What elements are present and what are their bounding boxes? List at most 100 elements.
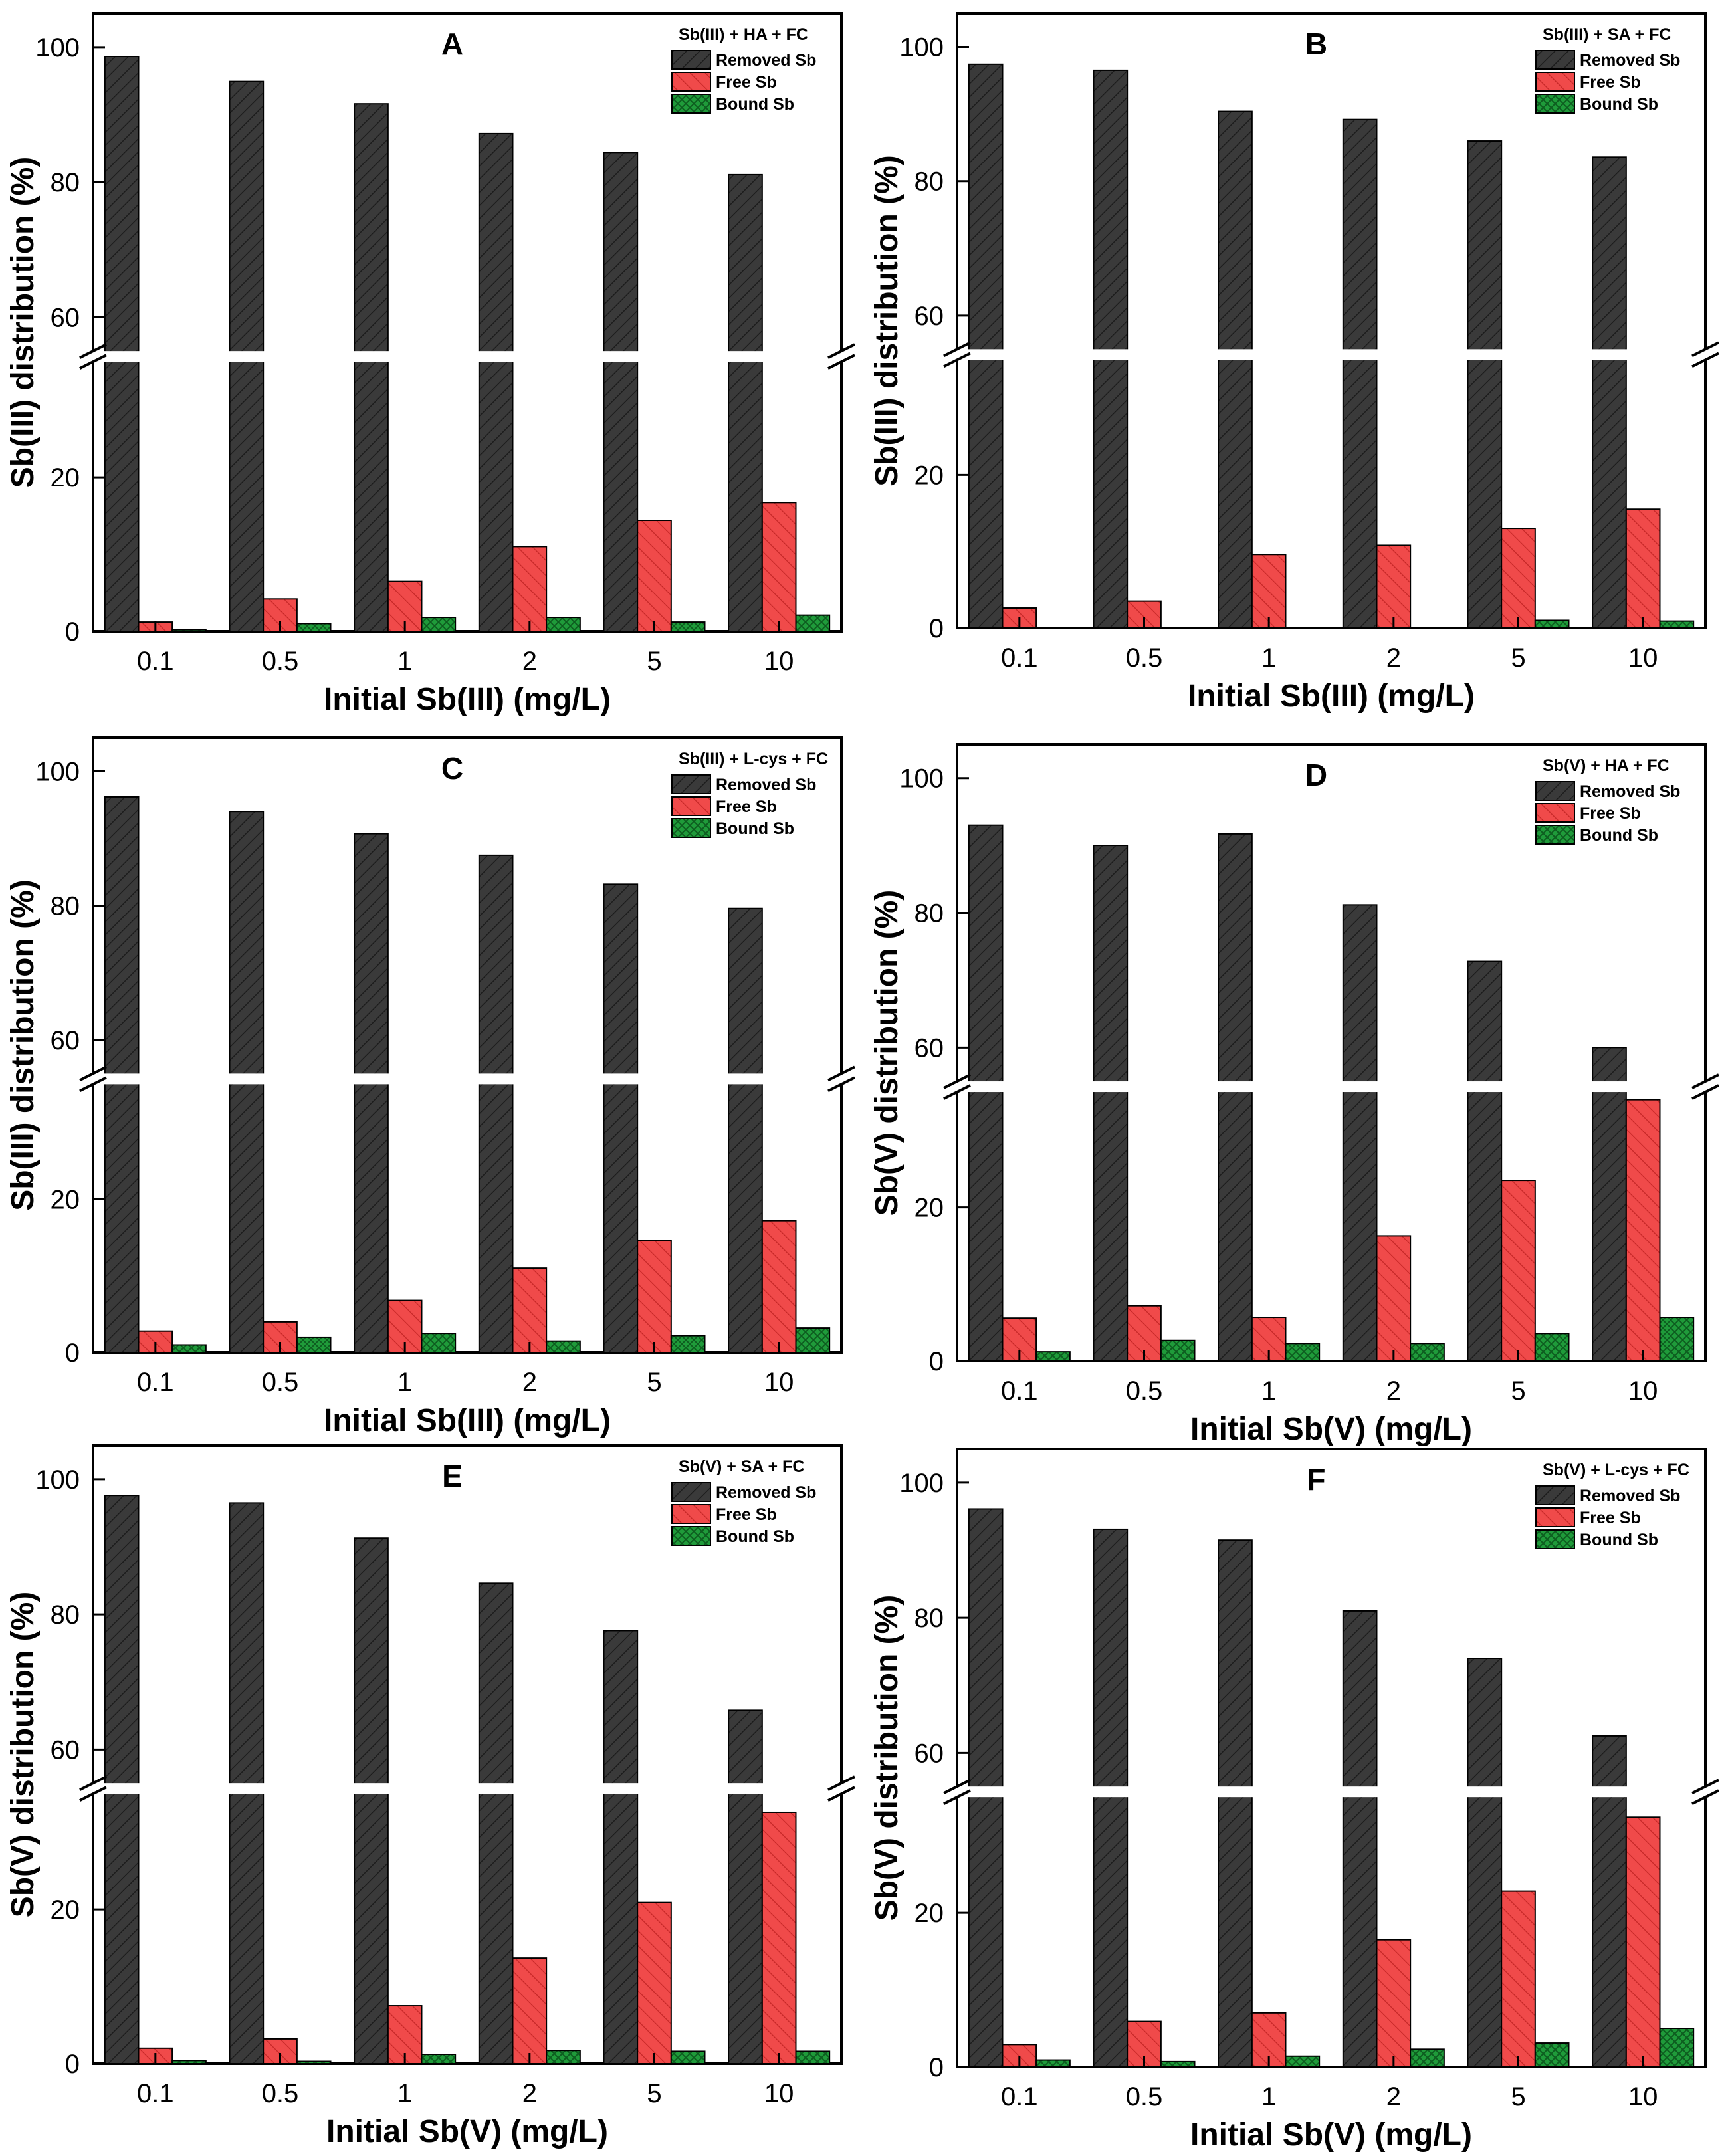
y-tick-label-b-100: 100 [899,33,944,62]
y-axis-label-f: Sb(V) distribution (%) [869,1595,905,1921]
panel-letter-d: D [1305,758,1327,792]
legend-title-f: Sb(V) + L-cys + FC [1543,1461,1689,1479]
legend-label-b-free: Free Sb [1580,73,1641,92]
legend-swatch-a-free [671,72,711,92]
panel-f: 0 20 60 80 100 0.1 0.5 1 2 5 10 F Initial Sb(V) (mg/… [869,1448,1719,2153]
x-tick-label-e-3: 2 [522,2079,537,2108]
axis-break-mark-f-right [1691,1779,1719,1794]
panel-letter-b: B [1305,27,1327,61]
x-axis-label-a: Initial Sb(III) (mg/L) [324,682,611,717]
x-tick-label-f-5: 10 [1628,2082,1658,2111]
legend-b: Sb(III) + SA + FC Removed Sb Free Sb Bound … [1535,25,1680,114]
bar-c-free-4 [637,1240,672,1354]
x-tick-label-f-0: 0.1 [1001,2082,1038,2111]
x-tick-label-b-2: 1 [1261,643,1276,673]
panel-e-axis-break-gap [90,1783,844,1794]
bar-c-removed-3 [478,854,514,1353]
y-tick-label-f-20: 20 [915,1899,944,1928]
bar-b-removed-2 [1218,110,1253,629]
y-tick-label-f-80: 80 [915,1604,944,1633]
y-tick-label-b-0: 0 [929,614,944,643]
axis-break-mark-f-left [943,1779,971,1794]
bar-f-bound-4 [1534,2042,1570,2068]
bar-a-bound-3 [546,617,581,632]
bar-f-removed-5 [1592,1735,1627,2068]
x-tick-label-b-0: 0.1 [1001,643,1038,673]
x-tick-label-c-3: 2 [522,1368,537,1397]
bar-f-bound-5 [1659,2028,1695,2068]
bar-a-removed-4 [603,152,639,633]
bar-b-free-4 [1501,528,1536,629]
bar-b-free-3 [1376,544,1412,629]
y-tick-label-b-60: 60 [915,302,944,331]
panel-c-frame [92,736,843,1354]
axis-break-mark-e-right [827,1786,855,1802]
bar-d-free-4 [1501,1180,1536,1362]
y-axis-label-e: Sb(V) distribution (%) [5,1592,41,1918]
legend-title-e: Sb(V) + SA + FC [679,1457,804,1476]
legend-e: Sb(V) + SA + FC Removed Sb Free Sb Bound Sb [671,1457,816,1546]
x-tick-label-e-2: 1 [397,2079,412,2108]
y-tick-label-e-100: 100 [35,1465,80,1495]
legend-label-a-free: Free Sb [716,73,777,92]
x-axis-label-b: Initial Sb(III) (mg/L) [1188,679,1475,714]
bar-f-removed-1 [1093,1528,1129,2068]
panel-a: 0 20 60 80 100 0.1 0.5 1 2 5 10 A Initial Sb(III) (m… [5,12,855,717]
legend-a: Sb(III) + HA + FC Removed Sb Free Sb Bound … [671,25,816,114]
legend-swatch-d-removed [1535,781,1575,801]
x-tick-label-a-1: 0.5 [262,647,299,676]
axis-break-mark-b-right [1691,352,1719,368]
bar-b-removed-0 [968,63,1004,629]
bar-c-removed-5 [728,907,763,1353]
y-tick-label-e-80: 80 [51,1600,80,1630]
y-tick-label-b-20: 20 [915,461,944,490]
axis-break-mark-f-left [943,1789,971,1805]
bar-e-bound-3 [546,2050,581,2065]
bar-f-removed-4 [1467,1658,1503,2068]
legend-swatch-a-bound [671,94,711,114]
panel-e: 0 20 60 80 100 0.1 0.5 1 2 5 10 E Initial Sb(V) (mg/… [5,1444,855,2149]
legend-label-c-removed: Removed Sb [716,776,816,794]
bar-c-free-5 [761,1220,797,1353]
axis-break-mark-e-right [827,1775,855,1791]
panel-b-axis-break-gap [954,349,1708,360]
bar-f-removed-3 [1342,1610,1378,2068]
legend-d: Sb(V) + HA + FC Removed Sb Free Sb Bound Sb [1535,756,1680,845]
bar-d-bound-5 [1659,1317,1695,1362]
bar-c-bound-4 [670,1335,706,1353]
x-tick-label-a-0: 0.1 [137,647,174,676]
bar-f-bound-2 [1285,2055,1321,2068]
y-tick-label-c-80: 80 [51,892,80,921]
legend-label-a-bound: Bound Sb [716,95,794,114]
x-axis-label-f: Initial Sb(V) (mg/L) [1190,2117,1472,2153]
panel-a-frame [92,12,843,633]
bar-e-removed-2 [354,1537,389,2065]
axis-break-mark-a-left [79,354,107,370]
y-tick-label-a-60: 60 [51,303,80,332]
x-axis-label-d: Initial Sb(V) (mg/L) [1190,1412,1472,1447]
y-axis-label-a: Sb(III) distribution (%) [5,157,41,488]
legend-f: Sb(V) + L-cys + FC Removed Sb Free Sb Bound… [1535,1461,1689,1549]
legend-label-b-bound: Bound Sb [1580,95,1658,114]
y-tick-label-a-80: 80 [51,168,80,197]
axis-break-mark-d-right [1691,1084,1719,1100]
x-tick-label-d-5: 10 [1628,1376,1658,1406]
x-tick-label-a-5: 10 [764,647,794,676]
bar-c-bound-1 [296,1336,332,1353]
bar-d-bound-1 [1160,1339,1196,1362]
bar-d-removed-3 [1342,904,1378,1362]
y-tick-label-e-20: 20 [51,1895,80,1925]
panel-e-frame [92,1444,843,2065]
bar-b-removed-5 [1592,156,1627,629]
legend-swatch-f-free [1535,1507,1575,1527]
bar-e-removed-3 [478,1582,514,2064]
bar-d-bound-3 [1410,1343,1445,1362]
bar-b-removed-4 [1467,140,1503,629]
legend-swatch-c-removed [671,774,711,794]
x-tick-label-f-2: 1 [1261,2082,1276,2111]
axis-break-mark-e-left [79,1786,107,1802]
panel-c: 0 20 60 80 100 0.1 0.5 1 2 5 10 C Initial Sb(III) (m… [5,736,855,1438]
panel-e-bars [104,1495,831,2065]
bar-e-bound-0 [171,2060,207,2065]
panel-letter-c: C [441,751,463,786]
